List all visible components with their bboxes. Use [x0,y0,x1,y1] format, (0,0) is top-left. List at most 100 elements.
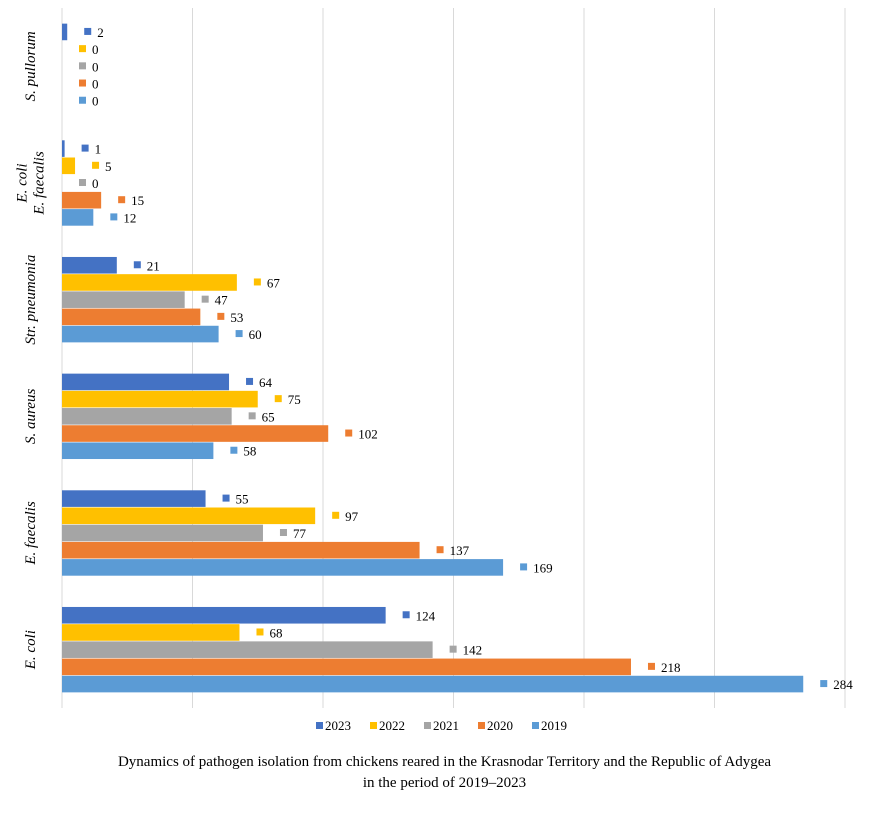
data-label-marker [79,96,86,104]
data-label-marker [118,196,126,204]
category-label-line: Str. pneumonia [23,255,39,345]
bar [62,23,68,41]
data-label: 97 [345,509,359,524]
category-label-line: S. pullorum [23,31,39,101]
category-label-line: E. faecalis [32,151,48,215]
legend-swatch [532,722,539,729]
figure-caption: Dynamics of pathogen isolation from chic… [0,752,889,794]
data-label-marker [79,79,86,87]
bar [62,157,76,175]
bar [62,291,185,308]
data-label: 2 [97,25,104,40]
data-label: 55 [236,492,249,507]
data-label: 0 [92,42,99,57]
data-label-marker [256,628,264,636]
data-label: 21 [147,258,160,273]
bar [62,308,201,326]
gridlines [61,8,846,708]
data-label-marker [201,295,209,303]
data-label: 77 [293,526,307,541]
category-label: E. faecalis [23,501,39,565]
data-label-marker [92,161,100,169]
data-label-marker [110,213,118,221]
bar [62,524,263,542]
data-label: 68 [269,625,282,640]
category-label-line: E. coli [15,163,31,203]
data-label: 60 [249,327,262,342]
category-label: E. coli [23,630,39,670]
bar [62,641,433,658]
data-label-marker [84,27,92,35]
data-label: 124 [416,608,436,623]
bar [62,408,232,425]
bar [62,325,219,343]
data-label: 53 [230,310,243,325]
data-label-marker [402,611,410,619]
legend-label: 2022 [379,718,405,733]
bar [62,373,230,391]
bar [62,191,102,209]
legend-label: 2019 [541,718,567,733]
category-label: E. coliE. faecalis [15,151,48,215]
data-label-marker [248,412,256,420]
category-label: S. aureus [23,389,39,444]
legend-label: 2023 [325,718,351,733]
data-label: 137 [450,543,470,558]
data-label-marker [520,563,528,571]
data-label-marker [217,312,225,320]
data-label: 64 [259,375,273,390]
data-label-marker [79,45,86,53]
caption-line-2: in the period of 2019–2023 [362,775,527,791]
data-label: 0 [92,77,99,92]
data-label: 58 [243,444,256,459]
data-label: 15 [131,193,144,208]
legend-label: 2021 [433,718,459,733]
data-label-marker [79,62,86,70]
data-label: 47 [215,293,229,308]
data-label: 0 [92,94,99,109]
category-label-line: E. coli [23,630,39,670]
data-label: 12 [123,210,136,225]
bar [62,541,420,559]
data-label-marker [235,330,243,338]
bar [62,606,386,624]
bar [62,140,65,157]
bar [62,390,258,408]
bar [62,490,206,507]
data-label: 67 [267,275,281,290]
legend-swatch [424,722,431,729]
bar-chart: 1246814221828455977713716964756510258216… [15,8,853,733]
caption-line-1: Dynamics of pathogen isolation from chic… [117,754,772,770]
data-label: 169 [533,560,553,575]
bar [62,256,117,274]
data-label-marker [222,494,230,502]
data-label-marker [332,511,340,519]
data-label: 142 [463,643,483,658]
category-label: S. pullorum [23,31,39,101]
data-label-marker [820,680,828,688]
data-label: 75 [288,392,301,407]
data-label-marker [345,429,353,437]
legend: 2023 2022 2021 2020 2019 [316,718,567,733]
category-label: Str. pneumonia [23,255,39,345]
legend-label: 2020 [487,718,513,733]
bar [62,425,329,442]
data-label-marker [133,261,141,269]
bar [62,507,316,525]
data-label: 1 [95,142,102,157]
bar [62,274,237,291]
data-label: 0 [92,176,99,191]
legend-swatch [370,722,377,729]
data-label-marker [230,446,238,454]
bar [62,559,504,576]
data-label: 0 [92,59,99,74]
data-label-marker [436,546,444,554]
data-label-marker [81,144,89,152]
data-label-marker [246,377,254,385]
legend-swatch [478,722,485,729]
data-label-marker [279,529,287,536]
category-label-line: S. aureus [23,389,39,444]
data-label-marker [449,645,457,653]
data-label: 102 [358,427,378,442]
bar [62,658,631,676]
